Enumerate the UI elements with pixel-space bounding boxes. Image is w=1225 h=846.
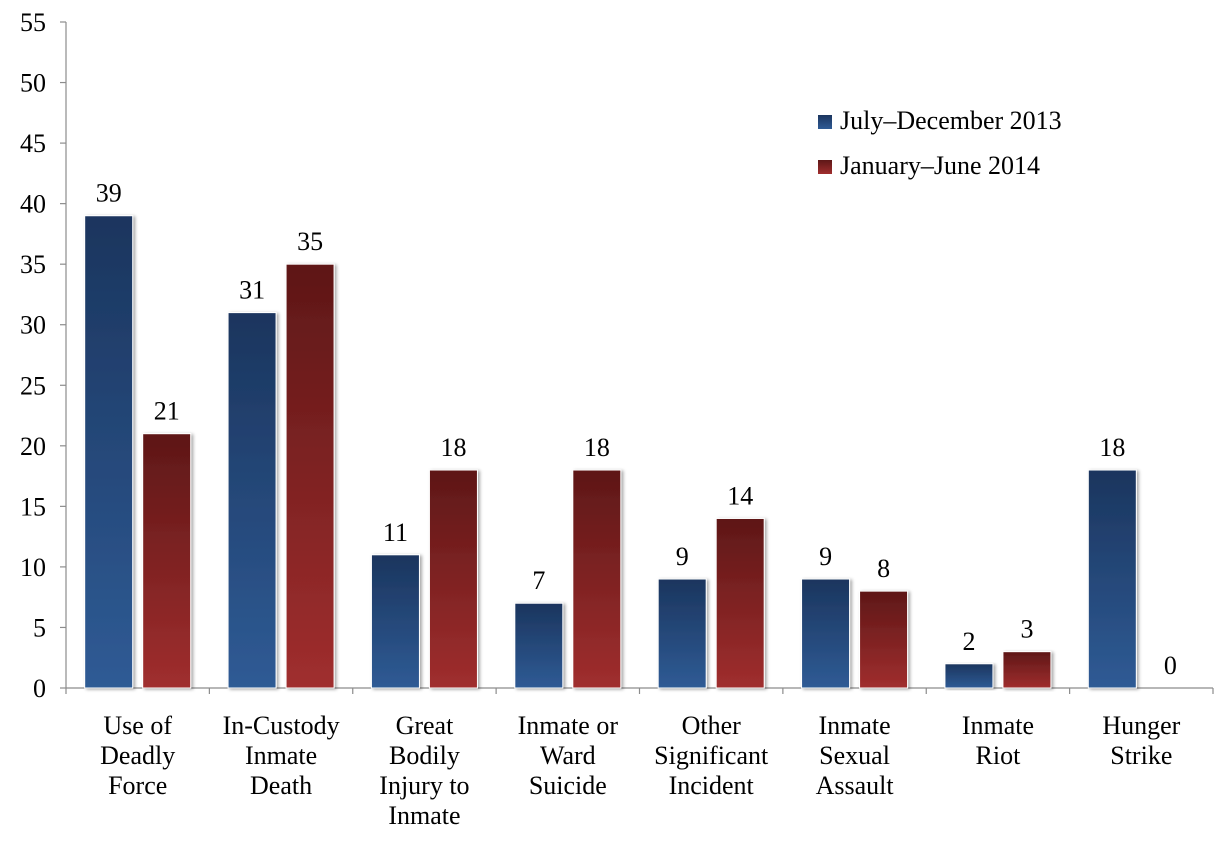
y-tick-label: 35	[20, 250, 46, 279]
legend-swatch	[818, 160, 832, 174]
x-category-label-line: Assault	[816, 771, 895, 800]
bar-series2	[142, 433, 192, 689]
y-tick-label: 15	[20, 492, 46, 521]
data-label: 7	[532, 566, 545, 595]
x-category-label-line: Inmate	[388, 801, 460, 830]
bar-series2	[428, 469, 478, 689]
y-tick-label: 0	[33, 674, 46, 703]
y-tick-label: 45	[20, 129, 46, 158]
bar-series2	[715, 517, 765, 689]
y-tick-label: 50	[20, 69, 46, 98]
y-tick-label: 30	[20, 311, 46, 340]
data-label: 18	[1099, 433, 1125, 462]
x-category-label-line: Ward	[540, 741, 596, 770]
data-label: 9	[676, 542, 689, 571]
bar-series1	[801, 578, 851, 689]
y-tick-label: 55	[20, 8, 46, 37]
bar-series1	[514, 602, 564, 689]
legend-swatch	[818, 115, 832, 129]
x-category-label-line: Hunger	[1102, 711, 1180, 740]
y-tick-label: 40	[20, 190, 46, 219]
x-category-label-line: Inmate	[962, 711, 1034, 740]
bar-series1	[370, 554, 420, 689]
bar-series1	[84, 215, 134, 689]
x-category-label: Inmate Sexual Assault	[816, 711, 895, 800]
bar-series2	[572, 469, 622, 689]
x-category-label: In-Custody Inmate Death	[223, 711, 340, 800]
legend-label: January–June 2014	[840, 151, 1040, 180]
x-category-label: Hunger Strike	[1102, 711, 1180, 770]
x-category-label-line: Deadly	[100, 741, 175, 770]
bar-series1	[657, 578, 707, 689]
x-category-label-line: Sexual	[819, 741, 890, 770]
x-category-label-line: In-Custody	[223, 711, 340, 740]
x-category-label-line: Incident	[669, 771, 755, 800]
data-label: 2	[962, 627, 975, 656]
x-category-label-line: Riot	[976, 741, 1022, 770]
bars	[84, 215, 1137, 689]
x-category-label-line: Significant	[654, 741, 769, 770]
legend: July–December 2013 January–June 2014	[818, 106, 1062, 180]
x-category-label-line: Death	[250, 771, 312, 800]
x-category-label-line: Bodily	[389, 741, 460, 770]
x-category-label-line: Inmate	[818, 711, 890, 740]
data-label: 21	[154, 397, 180, 426]
x-category-label: Inmate Riot	[962, 711, 1034, 770]
data-label: 3	[1020, 615, 1033, 644]
x-category-label-line: Use of	[103, 711, 172, 740]
y-tick-label: 20	[20, 432, 46, 461]
bar-series2	[859, 590, 909, 689]
x-category-label-line: Great	[396, 711, 455, 740]
x-category-label: Other Significant Incident	[654, 711, 769, 800]
data-label: 8	[877, 554, 890, 583]
data-label: 0	[1164, 651, 1177, 680]
data-label: 9	[819, 542, 832, 571]
x-category-label-line: Strike	[1110, 741, 1172, 770]
data-label: 18	[440, 433, 466, 462]
bar-series1	[227, 312, 277, 689]
data-label: 39	[96, 179, 122, 208]
x-category-label-line: Injury to	[379, 771, 469, 800]
legend-label: July–December 2013	[840, 106, 1062, 135]
x-category-label: Use of Deadly Force	[100, 711, 175, 800]
data-label: 11	[383, 518, 408, 547]
bar-series2	[1002, 651, 1052, 689]
x-category-label: Great Bodily Injury to Inmate	[379, 711, 469, 830]
x-category-label-line: Other	[682, 711, 742, 740]
x-category-label: Inmate or Ward Suicide	[518, 711, 619, 800]
bar-series1	[1087, 469, 1137, 689]
y-tick-label: 5	[33, 613, 46, 642]
data-label: 35	[297, 227, 323, 256]
x-category-label-line: Inmate or	[518, 711, 619, 740]
y-tick-label: 25	[20, 371, 46, 400]
bar-series1	[944, 663, 994, 689]
data-label: 31	[239, 276, 265, 305]
bar-series2	[285, 263, 335, 689]
data-label: 18	[584, 433, 610, 462]
data-label: 14	[727, 481, 753, 510]
x-category-label-line: Suicide	[529, 771, 607, 800]
y-tick-label: 10	[20, 553, 46, 582]
x-category-label-line: Inmate	[245, 741, 317, 770]
x-category-label-line: Force	[108, 771, 167, 800]
